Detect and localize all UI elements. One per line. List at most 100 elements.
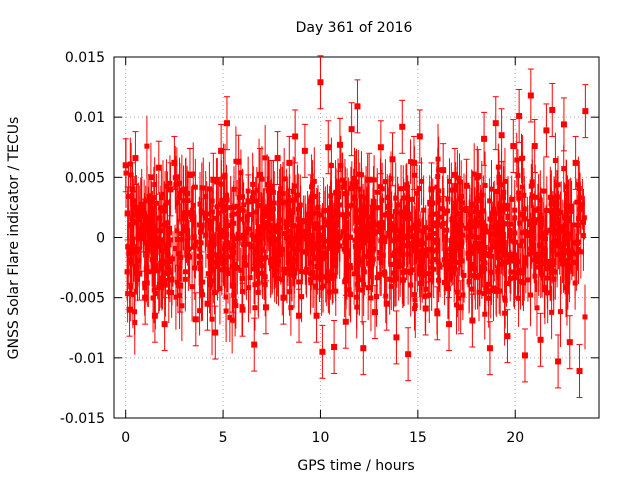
noise-marker xyxy=(156,284,162,290)
noise-marker xyxy=(328,162,334,168)
noise-marker xyxy=(305,228,311,234)
data-point xyxy=(410,159,417,166)
noise-marker xyxy=(406,211,412,217)
noise-marker xyxy=(298,237,304,243)
noise-marker xyxy=(142,218,148,224)
noise-marker xyxy=(565,261,571,267)
noise-marker xyxy=(536,264,542,270)
noise-marker xyxy=(262,255,268,261)
noise-marker xyxy=(450,216,456,222)
noise-marker xyxy=(197,266,203,272)
noise-marker xyxy=(128,172,134,178)
noise-marker xyxy=(407,241,413,247)
noise-marker xyxy=(227,315,233,321)
noise-marker xyxy=(225,223,231,229)
noise-marker xyxy=(262,274,268,280)
noise-marker xyxy=(528,238,534,244)
data-point xyxy=(229,282,236,289)
noise-marker xyxy=(378,238,384,244)
noise-marker xyxy=(308,271,314,277)
noise-marker xyxy=(524,230,530,236)
noise-marker xyxy=(448,187,454,193)
noise-marker xyxy=(288,305,294,311)
noise-marker xyxy=(561,214,567,220)
noise-marker xyxy=(157,228,163,234)
noise-marker xyxy=(521,266,527,272)
noise-marker xyxy=(374,275,380,281)
noise-marker xyxy=(367,244,373,250)
noise-marker xyxy=(403,185,409,191)
noise-marker xyxy=(308,260,314,266)
noise-marker xyxy=(291,272,297,278)
x-tick-label: 0 xyxy=(121,430,130,446)
noise-marker xyxy=(295,206,301,212)
noise-marker xyxy=(146,224,152,230)
noise-marker xyxy=(229,254,235,260)
noise-marker xyxy=(542,236,548,242)
data-point xyxy=(204,300,211,307)
noise-marker xyxy=(167,270,173,276)
noise-marker xyxy=(153,243,159,249)
noise-marker xyxy=(170,256,176,262)
data-point xyxy=(486,345,493,352)
data-point xyxy=(313,312,320,319)
noise-marker xyxy=(471,265,477,271)
noise-marker xyxy=(191,244,197,250)
noise-marker xyxy=(286,242,292,248)
noise-marker xyxy=(180,216,186,222)
noise-marker xyxy=(515,259,521,265)
noise-marker xyxy=(179,303,185,309)
noise-marker xyxy=(455,211,461,217)
data-point xyxy=(366,176,373,183)
noise-marker xyxy=(437,264,443,270)
noise-marker xyxy=(302,249,308,255)
noise-marker xyxy=(430,248,436,254)
noise-marker xyxy=(568,203,574,209)
noise-marker xyxy=(316,238,322,244)
noise-marker xyxy=(329,214,335,220)
noise-marker xyxy=(489,269,495,275)
noise-marker xyxy=(274,267,280,273)
noise-marker xyxy=(451,205,457,211)
noise-marker xyxy=(127,222,133,228)
noise-marker xyxy=(304,231,310,237)
noise-marker xyxy=(144,198,150,204)
noise-marker xyxy=(395,210,401,216)
chart-title: Day 361 of 2016 xyxy=(296,20,413,36)
noise-marker xyxy=(339,177,345,183)
noise-marker xyxy=(136,207,142,213)
noise-marker xyxy=(231,211,237,217)
noise-marker xyxy=(563,203,569,209)
noise-marker xyxy=(409,196,415,202)
noise-marker xyxy=(302,218,308,224)
noise-marker xyxy=(244,213,250,219)
noise-marker xyxy=(519,184,525,190)
noise-marker xyxy=(429,259,435,265)
noise-marker xyxy=(346,287,352,293)
y-tick-label: 0.005 xyxy=(65,170,105,186)
noise-marker xyxy=(163,183,169,189)
noise-marker xyxy=(460,200,466,206)
noise-marker xyxy=(287,198,293,204)
noise-marker xyxy=(240,232,246,238)
noise-marker xyxy=(390,277,396,283)
noise-marker xyxy=(377,271,383,277)
noise-marker xyxy=(361,223,367,229)
data-point xyxy=(124,210,131,217)
noise-marker xyxy=(552,158,558,164)
noise-marker xyxy=(419,241,425,247)
noise-marker xyxy=(334,247,340,253)
noise-marker xyxy=(131,198,137,204)
data-point xyxy=(296,312,303,319)
noise-marker xyxy=(486,253,492,259)
noise-marker xyxy=(453,302,459,308)
noise-marker xyxy=(250,234,256,240)
data-point xyxy=(167,186,174,193)
noise-marker xyxy=(358,172,364,178)
noise-marker xyxy=(191,234,197,240)
noise-marker xyxy=(165,252,171,258)
data-point xyxy=(151,312,158,319)
noise-marker xyxy=(521,206,527,212)
noise-marker xyxy=(270,234,276,240)
noise-marker xyxy=(199,292,205,298)
